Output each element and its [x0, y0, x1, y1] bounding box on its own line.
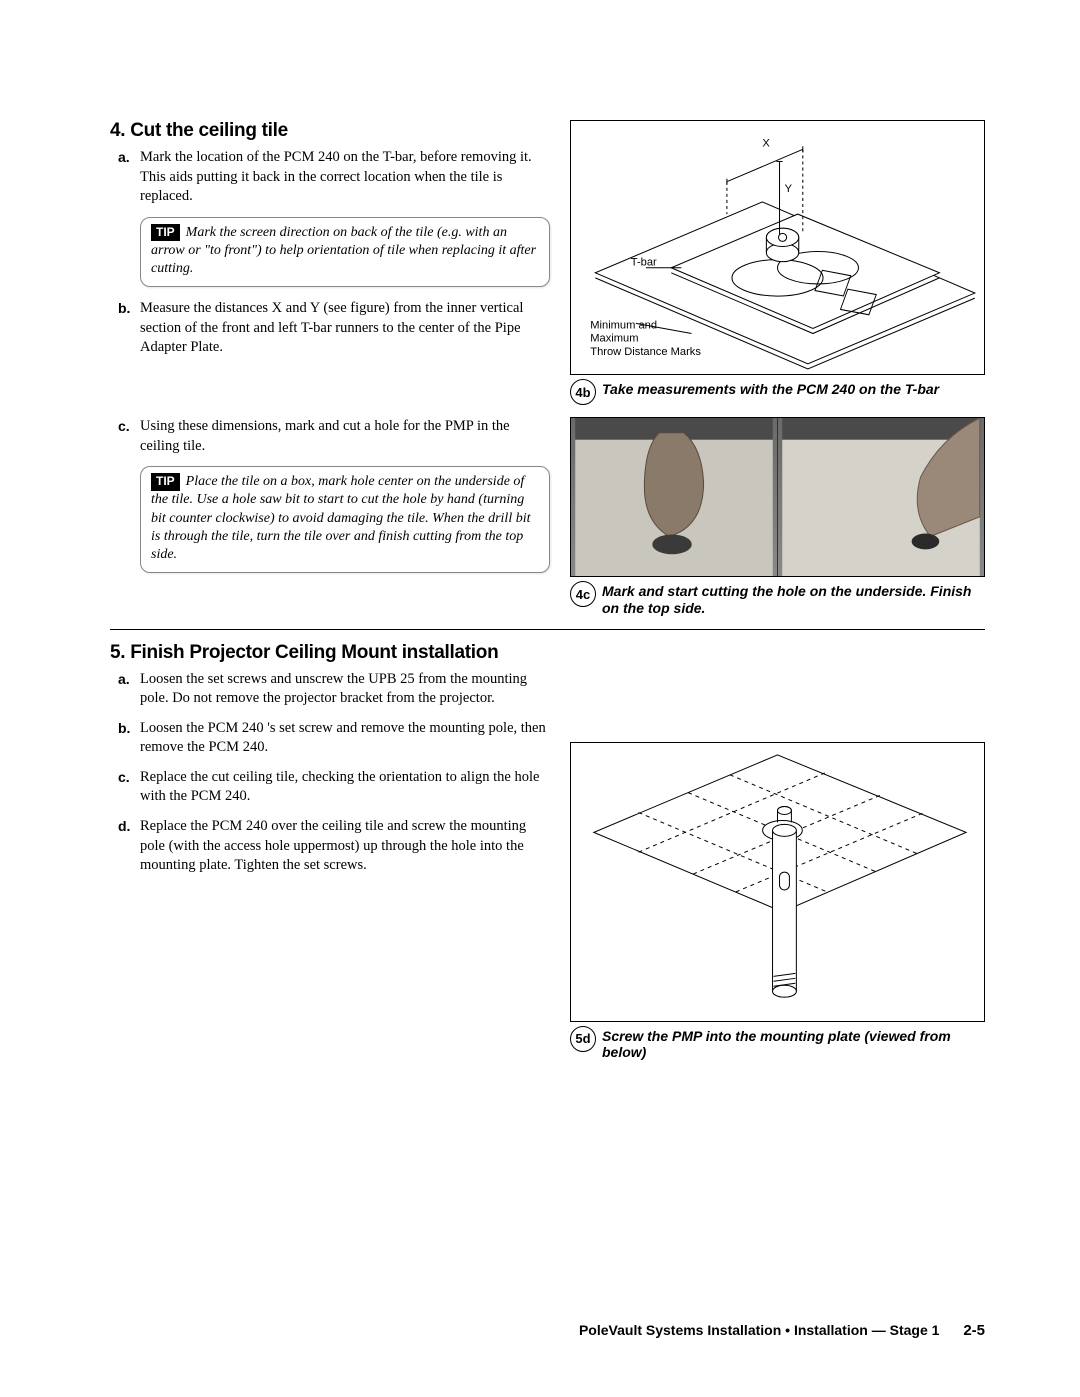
section-divider — [110, 629, 985, 630]
fig5d-num: 5d — [570, 1026, 596, 1052]
section5-heading: 5. Finish Projector Ceiling Mount instal… — [110, 642, 550, 664]
figure4c-caption: 4c Mark and start cutting the hole on th… — [570, 581, 985, 617]
tip-badge: TIP — [151, 224, 180, 242]
tip-box-1: TIPMark the screen direction on back of … — [140, 217, 550, 288]
figure-4c-photo — [570, 417, 985, 577]
fig5d-caption-text: Screw the PMP into the mounting plate (v… — [602, 1026, 985, 1062]
step-5d: d.Replace the PCM 240 over the ceiling t… — [140, 817, 550, 876]
fig4b-x-label: X — [762, 137, 770, 149]
fig4b-throw1: Minimum and — [590, 319, 657, 331]
page-footer: PoleVault Systems Installation • Install… — [579, 1322, 985, 1339]
fig4b-num: 4b — [570, 379, 596, 405]
footer-page-number: 2-5 — [963, 1322, 985, 1339]
fig4c-caption-text: Mark and start cutting the hole on the u… — [602, 581, 985, 617]
step-4b: b.Measure the distances X and Y (see fig… — [140, 299, 550, 358]
fig4b-throw2: Maximum — [590, 333, 638, 345]
fig4c-num: 4c — [570, 581, 596, 607]
step-5a: a.Loosen the set screws and unscrew the … — [140, 670, 550, 709]
section4-list: a.Mark the location of the PCM 240 on th… — [110, 148, 550, 207]
photo-4c-right — [777, 418, 984, 576]
fig4b-y-label: Y — [785, 183, 793, 195]
tip-badge-2: TIP — [151, 473, 180, 491]
tip-box-2: TIPPlace the tile on a box, mark hole ce… — [140, 466, 550, 573]
fig4b-caption-text: Take measurements with the PCM 240 on th… — [602, 379, 939, 398]
figure-4b: X Y T-bar Minimum and Maximum Throw Dist… — [570, 120, 985, 375]
tip1-text: Mark the screen direction on back of the… — [151, 225, 536, 276]
fig4b-throw3: Throw Distance Marks — [590, 346, 701, 358]
step-5c: c.Replace the cut ceiling tile, checking… — [140, 768, 550, 807]
fig4b-tbar-label: T-bar — [631, 257, 657, 269]
footer-text: PoleVault Systems Installation • Install… — [579, 1322, 939, 1338]
step-5b: b.Loosen the PCM 240 's set screw and re… — [140, 719, 550, 758]
figure4b-caption: 4b Take measurements with the PCM 240 on… — [570, 379, 985, 405]
section4-heading: 4. Cut the ceiling tile — [110, 120, 550, 142]
figure-4b-svg: X Y T-bar Minimum and Maximum Throw Dist… — [571, 121, 984, 374]
step-4a: a.Mark the location of the PCM 240 on th… — [140, 148, 550, 207]
tip2-text: Place the tile on a box, mark hole cente… — [151, 474, 530, 562]
figure-5d — [570, 742, 985, 1022]
step-4c: c.Using these dimensions, mark and cut a… — [140, 417, 550, 456]
figure5d-caption: 5d Screw the PMP into the mounting plate… — [570, 1026, 985, 1062]
section5-list: a.Loosen the set screws and unscrew the … — [110, 670, 550, 876]
figure-5d-svg — [571, 743, 984, 1021]
photo-4c-left — [571, 418, 777, 576]
